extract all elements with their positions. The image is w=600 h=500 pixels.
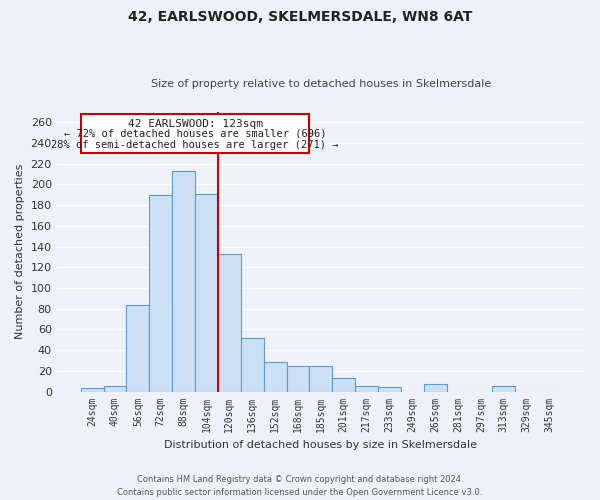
Bar [493,386,515,392]
Bar [172,171,195,392]
Bar [263,362,287,392]
Bar [424,384,446,392]
Text: Contains HM Land Registry data © Crown copyright and database right 2024.: Contains HM Land Registry data © Crown c… [137,476,463,484]
Bar [149,195,172,392]
Text: ← 72% of detached houses are smaller (696): ← 72% of detached houses are smaller (69… [64,128,326,138]
Y-axis label: Number of detached properties: Number of detached properties [15,164,25,340]
Bar [332,378,355,392]
Bar [287,366,310,392]
Bar [80,388,104,392]
Bar [355,386,378,392]
Bar [127,304,149,392]
Text: 42, EARLSWOOD, SKELMERSDALE, WN8 6AT: 42, EARLSWOOD, SKELMERSDALE, WN8 6AT [128,10,472,24]
Text: 42 EARLSWOOD: 123sqm: 42 EARLSWOOD: 123sqm [128,120,263,130]
Bar [378,388,401,392]
FancyBboxPatch shape [80,114,310,154]
Text: 28% of semi-detached houses are larger (271) →: 28% of semi-detached houses are larger (… [51,140,339,150]
Bar [218,254,241,392]
Bar [195,194,218,392]
Bar [310,366,332,392]
Title: Size of property relative to detached houses in Skelmersdale: Size of property relative to detached ho… [151,79,491,89]
Bar [104,386,127,392]
X-axis label: Distribution of detached houses by size in Skelmersdale: Distribution of detached houses by size … [164,440,478,450]
Text: Contains public sector information licensed under the Open Government Licence v3: Contains public sector information licen… [118,488,482,497]
Bar [241,338,263,392]
